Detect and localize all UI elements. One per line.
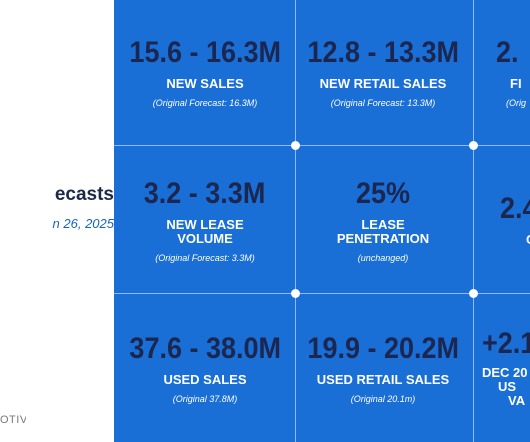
tile-note: (Original Forecast: 13.3M)	[330, 97, 436, 108]
forecast-grid: 15.6 - 16.3M NEW SALES (Original Forecas…	[114, 0, 530, 442]
tile-value: 3.2 - 3.3M	[144, 176, 266, 210]
tile-label: DEC 20	[482, 365, 528, 380]
new-lease-volume-tile: 3.2 - 3.3M NEW LEASE VOLUME (Original Fo…	[114, 146, 296, 294]
tile-note: (Original Forecast: 3.3M)	[155, 252, 255, 263]
tile-label: USED RETAIL SALES	[316, 371, 450, 387]
new-retail-sales-tile: 12.8 - 13.3M NEW RETAIL SALES (Original …	[292, 0, 474, 146]
tile-label: FI	[510, 75, 522, 91]
report-date: n 26, 2025	[52, 216, 114, 231]
tile-note: (Original 20.1m)	[350, 393, 416, 404]
tile-label-line2: PENETRATION	[336, 230, 430, 246]
tile-value: 25%	[355, 176, 411, 210]
grid-divider	[295, 0, 296, 442]
tile-value: +2.1	[482, 327, 530, 360]
grid-intersection-dot	[469, 289, 478, 298]
tile-label: O	[526, 233, 530, 247]
new-sales-tile: 15.6 - 16.3M NEW SALES (Original Forecas…	[114, 0, 296, 146]
partial-tile: +2.1 DEC 20 US VA	[470, 294, 530, 442]
tile-label: NEW LEASE	[166, 216, 244, 232]
forecasts-heading: ecasts	[54, 184, 114, 205]
used-sales-tile: 37.6 - 38.0M USED SALES (Original 37.8M)	[114, 294, 296, 442]
lease-penetration-tile: 25% LEASE PENETRATION (unchanged)	[292, 146, 474, 294]
tile-label: LEASE	[361, 216, 405, 232]
tile-value: 19.9 - 20.2M	[307, 331, 459, 365]
tile-label-line3: VA	[508, 393, 526, 408]
tile-label-line2: VOLUME	[177, 230, 233, 246]
grid-intersection-dot	[291, 289, 300, 298]
partial-tile: 2. FI (Orig	[470, 0, 530, 146]
used-retail-sales-tile: 19.9 - 20.2M USED RETAIL SALES (Original…	[292, 294, 474, 442]
tile-note: (Orig	[506, 97, 526, 108]
grid-divider	[473, 0, 474, 442]
tile-value: 2.	[496, 35, 519, 69]
tile-note: (Original Forecast: 16.3M)	[152, 97, 258, 108]
tile-value: 2.4	[500, 192, 530, 225]
tile-note: (unchanged)	[357, 252, 409, 263]
tile-label: NEW RETAIL SALES	[319, 75, 447, 91]
grid-divider	[114, 293, 530, 294]
tile-label: NEW SALES	[166, 75, 244, 91]
tile-label: USED SALES	[163, 371, 247, 387]
brand-logo-text: OTIVE	[0, 414, 26, 426]
partial-tile: 2.4 O	[470, 146, 530, 294]
tile-value: 12.8 - 13.3M	[307, 35, 459, 69]
grid-intersection-dot	[469, 141, 478, 150]
left-panel: ecasts n 26, 2025 OTIVE	[0, 0, 114, 442]
tile-label-line2: US	[498, 379, 517, 394]
tile-value: 37.6 - 38.0M	[129, 331, 281, 365]
grid-divider	[114, 145, 530, 146]
tile-value: 15.6 - 16.3M	[129, 35, 281, 69]
tile-note: (Original 37.8M)	[172, 393, 238, 404]
grid-intersection-dot	[291, 141, 300, 150]
